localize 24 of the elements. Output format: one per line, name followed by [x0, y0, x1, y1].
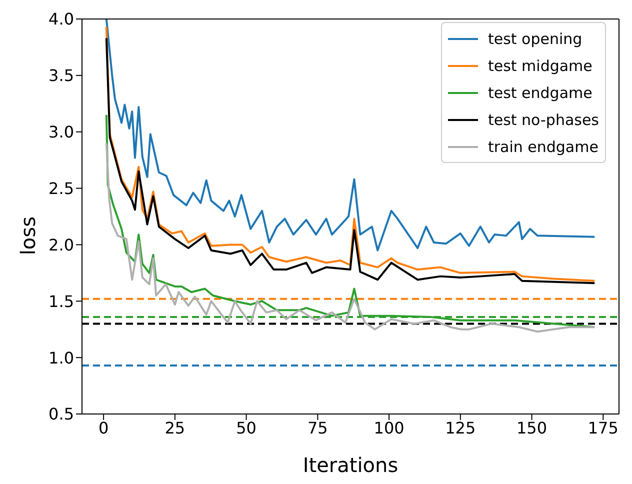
legend-label: test opening — [488, 30, 582, 48]
y-tick-label: 2.0 — [48, 235, 74, 254]
legend-label: test midgame — [488, 56, 592, 74]
x-tick-label: 50 — [236, 418, 256, 438]
y-tick-label: 3.0 — [48, 122, 74, 142]
x-tick-label: 75 — [307, 418, 328, 438]
y-axis-title: loss — [16, 216, 40, 256]
y-tick-label: 1.5 — [48, 292, 74, 311]
y-tick-label: 4.0 — [48, 10, 74, 29]
x-axis-title: Iterations — [302, 453, 398, 477]
y-tick-label: 2.5 — [48, 178, 74, 198]
x-tick-label: 25 — [164, 418, 186, 438]
x-tick-label: 100 — [374, 418, 404, 438]
x-tick-label: 150 — [516, 418, 548, 438]
y-tick-label: 3.5 — [48, 66, 74, 86]
legend-label: test endgame — [488, 84, 592, 102]
x-tick-label: 125 — [445, 418, 476, 438]
line-series — [105, 142, 596, 333]
y-tick-label: 1.0 — [48, 348, 74, 368]
legend-label: test no-phases — [488, 110, 599, 128]
x-tick-label: 0 — [98, 418, 109, 438]
x-tick-label: 175 — [588, 418, 618, 438]
legend-label: train endgame — [488, 138, 598, 156]
y-tick-label: 0.5 — [48, 404, 74, 424]
